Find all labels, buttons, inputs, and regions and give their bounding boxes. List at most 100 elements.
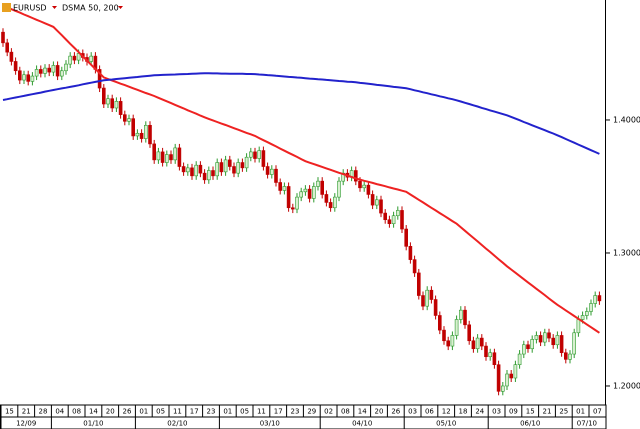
candle-body <box>446 340 451 347</box>
candle-body <box>144 124 148 139</box>
candle-body <box>38 69 43 74</box>
candle-body <box>580 315 585 320</box>
candle-body <box>395 210 400 217</box>
month-label: 12/09 <box>16 420 36 428</box>
candle-body <box>186 167 190 173</box>
x-tick-label: 14 <box>358 408 367 416</box>
candle-body <box>509 373 514 379</box>
candle-body <box>211 170 215 177</box>
candle-body <box>320 180 325 195</box>
x-tick-label: 29 <box>307 408 316 416</box>
x-tick-label: 11 <box>173 408 182 416</box>
x-tick-label: 17 <box>274 408 283 416</box>
candle-body <box>228 159 232 167</box>
candle-body <box>181 166 186 173</box>
month-label: 05/10 <box>436 420 456 428</box>
x-tick-label: 07 <box>593 408 602 416</box>
candle-body <box>219 162 224 173</box>
candle-body <box>328 202 333 209</box>
candle-body <box>160 151 165 163</box>
candle-body <box>135 132 140 137</box>
candle-body <box>269 168 274 175</box>
candle-body <box>488 352 493 358</box>
candle-body <box>148 124 152 145</box>
x-tick-label: 08 <box>72 408 81 416</box>
candle-body <box>194 164 198 177</box>
candle-body <box>563 352 568 360</box>
candle-body <box>177 147 182 167</box>
x-tick-label: 26 <box>391 408 400 416</box>
candle-body <box>534 335 539 340</box>
x-tick-label: 21 <box>543 408 552 416</box>
x-tick-label: 01 <box>576 408 585 416</box>
candle-body <box>265 166 270 175</box>
plot-area <box>1 4 602 396</box>
candle-body <box>379 199 383 214</box>
x-tick-label: 20 <box>106 408 115 416</box>
candle-body <box>332 196 337 209</box>
candle-body <box>64 63 68 72</box>
x-tick-label: 03 <box>408 408 417 416</box>
candle-body <box>433 299 438 316</box>
candle-body <box>366 184 371 195</box>
candle-body <box>5 42 9 53</box>
candle-body <box>118 101 123 115</box>
candle-body <box>152 143 156 161</box>
dropdown-arrow[interactable] <box>52 6 57 9</box>
candle-body <box>337 180 341 198</box>
x-tick-label: 06 <box>425 408 434 416</box>
candle-body <box>471 340 476 350</box>
candle-body <box>521 344 526 355</box>
candle-body <box>290 207 295 210</box>
symbol[interactable]: EURUSD <box>13 4 47 13</box>
indicator[interactable]: DSMA 50, 200 <box>62 4 119 13</box>
x-tick-label: 05 <box>240 408 249 416</box>
candle-body <box>26 74 31 82</box>
x-tick-label: 05 <box>156 408 165 416</box>
candle-body <box>240 162 245 169</box>
candle-body <box>303 188 308 193</box>
month-label: 07/10 <box>577 420 597 428</box>
candle-body <box>17 70 22 81</box>
candle-body <box>547 332 551 339</box>
candle-body <box>123 114 127 122</box>
legend[interactable]: EURUSD DSMA 50, 200 <box>2 3 123 13</box>
x-tick-label: 14 <box>89 408 98 416</box>
candle-body <box>479 337 484 347</box>
candle-body <box>555 335 560 346</box>
x-tick-label: 12 <box>442 408 451 416</box>
candle-body <box>374 199 379 206</box>
candle-body <box>282 186 287 191</box>
candle-body <box>190 167 194 177</box>
x-tick-label: 15 <box>526 408 535 416</box>
candle-body <box>353 170 358 182</box>
candle-body <box>358 180 362 189</box>
moving-average-line <box>2 4 600 334</box>
candle-body <box>458 309 463 320</box>
candle-body <box>198 164 203 174</box>
candle-body <box>517 353 522 365</box>
candle-body <box>400 210 404 230</box>
x-tick-label: 03 <box>492 408 501 416</box>
candle-body <box>538 335 543 343</box>
x-tick-label: 25 <box>559 408 568 416</box>
candle-body <box>597 295 602 302</box>
candle-body <box>551 337 556 346</box>
candle-body <box>542 332 547 343</box>
symbol-icon <box>2 3 11 12</box>
candle-body <box>72 55 77 61</box>
dropdown-arrow[interactable] <box>118 6 123 9</box>
candle-body <box>47 67 52 73</box>
candle-body <box>9 51 14 62</box>
candle-body <box>450 335 455 347</box>
candle-body <box>429 289 434 300</box>
candle-body <box>484 345 488 358</box>
candle-body <box>236 162 240 174</box>
x-tick-label: 09 <box>509 408 518 416</box>
candle-body <box>1 31 5 44</box>
candle-body <box>89 55 93 62</box>
candle-body <box>232 166 236 174</box>
candle-body <box>526 344 530 350</box>
